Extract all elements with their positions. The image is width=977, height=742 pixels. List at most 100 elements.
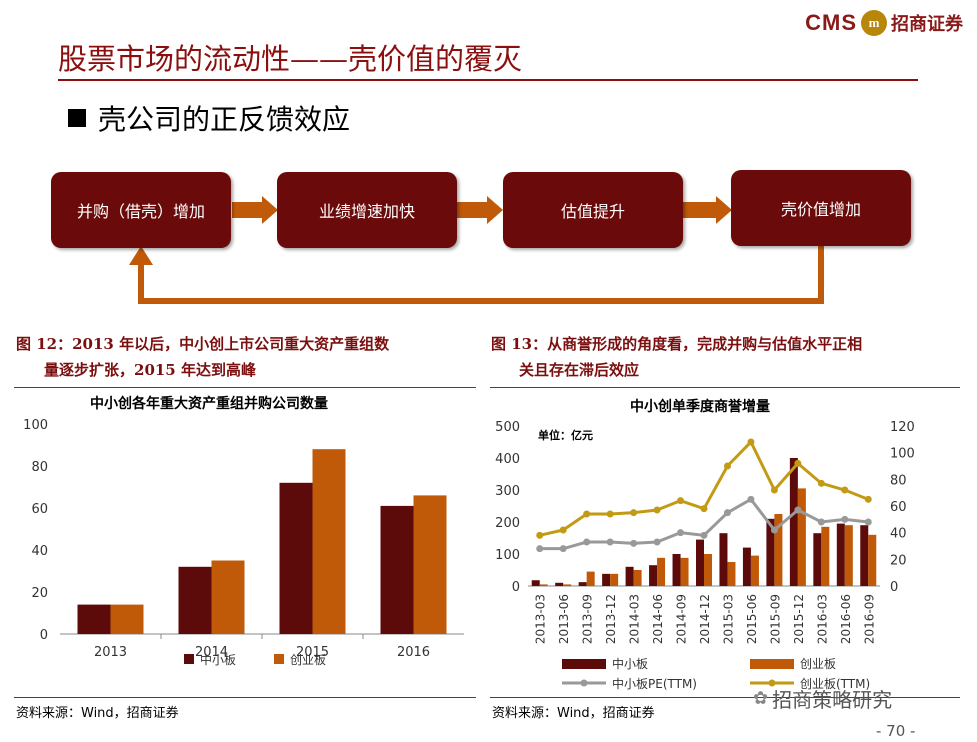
x-tick-label: 2014-06: [651, 594, 665, 644]
legend-swatch: [750, 659, 794, 669]
watermark-icon: ✿: [753, 688, 769, 709]
bar-sme-2014-03: [625, 566, 634, 586]
flow-box-shell-value-increase: 壳价值增加: [731, 170, 911, 246]
watermark: ✿ 招商策略研究: [753, 684, 892, 713]
y-left-tick-label: 500: [495, 420, 520, 435]
bar-sme-2016-09: [860, 525, 869, 586]
bar-sme-2013-06: [555, 582, 564, 586]
x-tick-label: 2015-12: [792, 594, 806, 644]
line-point: [723, 509, 731, 517]
line-point: [817, 518, 825, 526]
bar-sme-2014-06: [649, 565, 658, 586]
line-point: [606, 510, 614, 518]
company-logo: CMS m 招商证券: [805, 6, 963, 40]
y-right-tick-label: 40: [890, 527, 907, 542]
bar-chinext-2014-09: [680, 557, 689, 586]
bar-chinext-2013-09: [586, 571, 595, 586]
bar-sme-2015: [279, 482, 313, 634]
bar-sme-2015-12: [789, 458, 798, 586]
figure13-chart-title: 中小创单季度商誉增量: [630, 399, 770, 415]
bar-chinext-2015-03: [727, 562, 736, 586]
bar-chinext-2015-06: [750, 555, 759, 586]
bullet-square-icon: [68, 109, 86, 127]
figure13-top-rule: [490, 387, 960, 388]
bar-chinext-2015-12: [797, 488, 806, 586]
bar-chinext-2015: [312, 449, 346, 634]
legend-label: 中小板PE(TTM): [612, 676, 697, 691]
y-right-tick-label: 0: [890, 580, 898, 595]
y-left-tick-label: 300: [495, 484, 520, 499]
figure13-caption-line2: 关且存在滞后效应: [519, 361, 640, 379]
line-point: [794, 506, 802, 514]
line-point: [841, 515, 849, 523]
bar-sme-2014-12: [696, 539, 704, 586]
y-tick-label: 100: [23, 418, 48, 433]
line-point: [653, 506, 661, 514]
x-tick-label: 2014-03: [628, 594, 642, 644]
bar-chinext-2016-09: [868, 534, 877, 586]
line-point: [559, 526, 567, 534]
figure13-bottom-rule: [490, 697, 960, 698]
bar-chinext-2016-03: [821, 526, 830, 586]
bar-chinext-2016-06: [844, 525, 853, 586]
x-tick-label: 2013-12: [604, 594, 618, 644]
y-tick-label: 20: [31, 586, 48, 601]
x-tick-label: 2015-09: [768, 594, 782, 644]
bar-chinext-2013-12: [610, 573, 619, 586]
x-tick-label: 2016-03: [815, 594, 829, 644]
figure13-source: 资料来源：Wind，招商证券: [492, 706, 655, 721]
y-tick-label: 60: [31, 502, 48, 517]
bar-sme-2014: [178, 566, 212, 634]
y-tick-label: 0: [40, 628, 48, 643]
bar-sme-2013-09: [578, 582, 587, 586]
bar-sme-2016-03: [813, 533, 822, 586]
y-left-tick-label: 100: [495, 548, 520, 563]
line-point: [794, 459, 802, 467]
line-point: [677, 497, 685, 505]
line-point: [770, 486, 778, 494]
x-tick-label: 2015-03: [721, 594, 735, 644]
legend-label: 创业板: [800, 657, 836, 671]
flow-box-earnings-growth: 业绩增速加快: [277, 172, 457, 248]
line-point: [723, 462, 731, 470]
line-point: [630, 539, 638, 547]
y-right-tick-label: 20: [890, 553, 907, 568]
figure12-bottom-rule: [14, 697, 476, 698]
figure12-chart: 0 20 40 60 80 100 2013 2014 2015 2016 中小板 创业板: [23, 418, 464, 667]
section-subtitle: 壳公司的正反馈效应: [68, 98, 350, 138]
logo-mark-icon: m: [861, 10, 887, 36]
bar-chinext-2015-09: [774, 514, 783, 586]
x-tick-label: 2013-09: [581, 594, 595, 644]
x-tick-label: 2014-09: [675, 594, 689, 644]
page-number: - 70 -: [876, 722, 916, 740]
bar-chinext-2014-03: [633, 570, 642, 586]
figure13-caption-line1: 图 13：从商誉形成的角度看，完成并购与估值水平正相: [491, 335, 863, 353]
feedback-loop-arrow: [129, 246, 824, 304]
legend-swatch: [562, 659, 606, 669]
legend-swatch: [768, 679, 776, 687]
line-point: [747, 438, 755, 446]
flow-arrows: [129, 196, 824, 304]
y-tick-label: 80: [31, 460, 48, 475]
line-point: [700, 531, 708, 539]
logo-company-name: 招商证券: [891, 14, 963, 35]
bar-sme-2014-09: [672, 554, 681, 586]
y-left-tick-label: 400: [495, 452, 520, 467]
y-right-tick-label: 80: [890, 473, 907, 488]
line-point: [677, 529, 685, 537]
legend-swatch: [580, 679, 588, 687]
legend-swatch: [274, 654, 284, 664]
flow-arrow-3-icon: [683, 196, 732, 224]
line-point: [583, 538, 591, 546]
line-point: [606, 538, 614, 546]
bar-chinext-2013: [110, 604, 144, 634]
x-tick-label: 2014-12: [698, 594, 712, 644]
watermark-text: 招商策略研究: [772, 688, 893, 712]
x-tick-label: 2013: [94, 645, 127, 660]
y-right-tick-label: 100: [890, 447, 915, 462]
line-point: [747, 495, 755, 503]
bar-sme-2016: [380, 505, 414, 634]
y-right-tick-label: 60: [890, 500, 907, 515]
line-point: [536, 531, 544, 539]
figure12-caption-line2: 量逐步扩张，2015 年达到高峰: [44, 361, 256, 379]
